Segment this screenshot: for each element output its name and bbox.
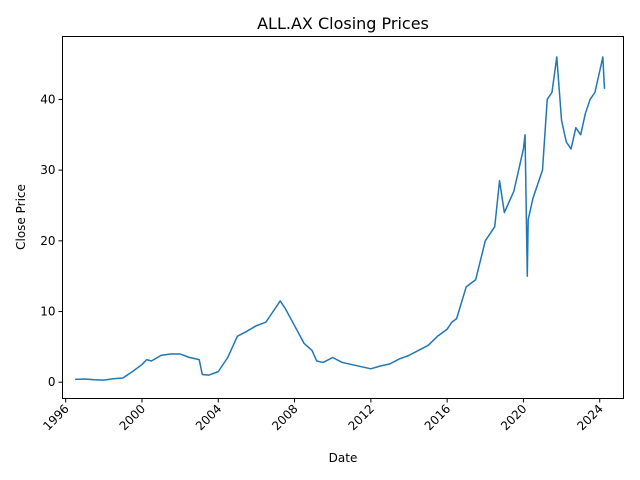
y-tick-label: 0	[48, 375, 56, 389]
y-tick-label: 30	[40, 163, 55, 177]
x-tick-label: 2008	[269, 402, 300, 433]
chart-title: ALL.AX Closing Prices	[257, 14, 429, 33]
y-tick-label: 40	[40, 92, 55, 106]
axes-frame	[62, 36, 624, 399]
y-tick-label: 20	[40, 234, 55, 248]
x-tick-label: 2012	[345, 402, 376, 433]
x-tick-label: 2016	[422, 402, 453, 433]
x-tick-label: 2000	[117, 402, 148, 433]
x-tick-label: 2004	[193, 402, 224, 433]
plot-area	[75, 56, 606, 381]
series-line-0	[75, 56, 606, 381]
x-axis-label: Date	[329, 451, 358, 465]
x-tick-label: 1996	[40, 402, 71, 433]
x-tick-label: 2020	[498, 402, 529, 433]
x-axis: 1996 2000 2004 2008 2012 2016 2020 2024	[40, 398, 606, 433]
x-tick-label: 2024	[574, 402, 605, 433]
y-axis: 0 10 20 30 40	[40, 92, 63, 389]
y-tick-label: 10	[40, 305, 55, 319]
y-axis-label: Close Price	[14, 184, 28, 250]
